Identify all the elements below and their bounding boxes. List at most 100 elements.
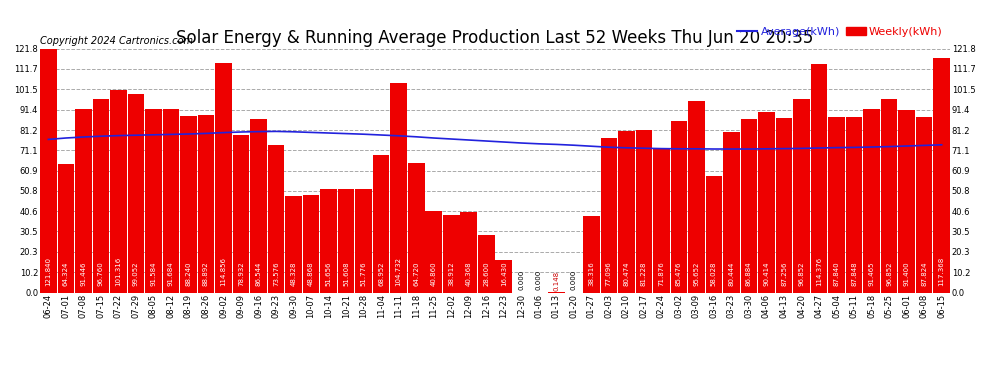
Bar — [829, 117, 844, 292]
Bar — [75, 110, 92, 292]
Text: 28.600: 28.600 — [483, 262, 489, 286]
Bar — [93, 99, 109, 292]
Bar — [706, 176, 723, 292]
Text: 73.576: 73.576 — [273, 262, 279, 286]
Bar — [285, 196, 302, 292]
Bar — [146, 109, 161, 292]
Bar — [390, 83, 407, 292]
Text: 86.884: 86.884 — [746, 262, 752, 286]
Text: 77.096: 77.096 — [606, 262, 612, 286]
Text: 40.368: 40.368 — [465, 262, 471, 286]
Bar — [460, 212, 477, 292]
Bar — [636, 130, 652, 292]
Text: 0.000: 0.000 — [519, 270, 525, 291]
Text: 91.584: 91.584 — [150, 262, 156, 286]
Text: 0.148: 0.148 — [553, 271, 559, 291]
Text: 81.228: 81.228 — [641, 262, 646, 286]
Bar — [303, 195, 320, 292]
Title: Solar Energy & Running Average Production Last 52 Weeks Thu Jun 20 20:35: Solar Energy & Running Average Productio… — [176, 29, 814, 47]
Bar — [426, 211, 442, 292]
Bar — [180, 116, 197, 292]
Text: 0.000: 0.000 — [571, 270, 577, 291]
Text: 96.852: 96.852 — [799, 262, 805, 286]
Bar — [443, 214, 459, 292]
Bar — [408, 163, 425, 292]
Bar — [57, 164, 74, 292]
Bar — [898, 110, 915, 292]
Text: 0.000: 0.000 — [536, 270, 542, 291]
Text: 71.876: 71.876 — [658, 262, 664, 286]
Text: 68.952: 68.952 — [378, 262, 384, 286]
Text: 104.732: 104.732 — [396, 258, 402, 286]
Bar — [215, 63, 232, 292]
Text: 64.720: 64.720 — [413, 262, 419, 286]
Text: 101.316: 101.316 — [116, 257, 122, 286]
Bar — [233, 135, 249, 292]
Bar — [162, 109, 179, 292]
Text: 51.776: 51.776 — [360, 262, 366, 286]
Bar — [688, 101, 705, 292]
Bar — [321, 189, 337, 292]
Bar — [601, 138, 617, 292]
Bar — [776, 118, 792, 292]
Bar — [811, 64, 828, 292]
Text: 117.368: 117.368 — [939, 257, 944, 286]
Text: 95.652: 95.652 — [693, 262, 699, 286]
Text: 78.932: 78.932 — [238, 262, 244, 286]
Bar — [267, 145, 284, 292]
Bar — [355, 189, 372, 292]
Text: 80.444: 80.444 — [729, 262, 735, 286]
Text: 40.860: 40.860 — [431, 262, 437, 286]
Text: 48.328: 48.328 — [291, 262, 297, 286]
Text: 86.544: 86.544 — [255, 262, 261, 286]
Text: 96.760: 96.760 — [98, 262, 104, 286]
Bar — [793, 99, 810, 292]
Bar — [40, 49, 56, 292]
Text: 91.465: 91.465 — [868, 262, 874, 286]
Bar — [916, 117, 933, 292]
Text: 16.430: 16.430 — [501, 262, 507, 286]
Bar — [373, 154, 389, 292]
Text: 51.608: 51.608 — [344, 262, 349, 286]
Bar — [741, 118, 757, 292]
Text: 96.852: 96.852 — [886, 262, 892, 286]
Bar — [583, 216, 600, 292]
Bar — [845, 117, 862, 292]
Bar — [338, 189, 354, 292]
Bar — [723, 132, 740, 292]
Text: 90.414: 90.414 — [763, 262, 769, 286]
Text: 87.256: 87.256 — [781, 262, 787, 286]
Bar — [478, 235, 495, 292]
Bar — [670, 122, 687, 292]
Bar — [881, 99, 897, 292]
Bar — [110, 90, 127, 292]
Bar — [198, 115, 214, 292]
Legend: Average(kWh), Weekly(kWh): Average(kWh), Weekly(kWh) — [735, 25, 944, 39]
Bar — [653, 148, 669, 292]
Text: 87.848: 87.848 — [851, 262, 857, 286]
Text: 87.824: 87.824 — [921, 262, 927, 286]
Bar — [495, 260, 512, 292]
Text: 38.316: 38.316 — [588, 262, 594, 286]
Bar — [618, 132, 635, 292]
Text: 38.912: 38.912 — [448, 262, 454, 286]
Text: 121.840: 121.840 — [46, 258, 51, 286]
Text: 58.028: 58.028 — [711, 262, 717, 286]
Text: 99.052: 99.052 — [133, 262, 139, 286]
Bar — [863, 110, 880, 292]
Text: 114.856: 114.856 — [221, 258, 227, 286]
Text: 48.868: 48.868 — [308, 262, 314, 286]
Text: 91.684: 91.684 — [168, 262, 174, 286]
Text: 91.446: 91.446 — [80, 262, 86, 286]
Text: 87.840: 87.840 — [834, 262, 840, 286]
Text: 91.400: 91.400 — [904, 262, 910, 286]
Text: 80.474: 80.474 — [624, 262, 630, 286]
Bar — [128, 94, 145, 292]
Text: 88.240: 88.240 — [185, 262, 191, 286]
Text: 64.324: 64.324 — [63, 262, 69, 286]
Text: Copyright 2024 Cartronics.com: Copyright 2024 Cartronics.com — [40, 36, 193, 46]
Text: 114.376: 114.376 — [816, 257, 822, 286]
Bar — [758, 111, 775, 292]
Bar — [934, 58, 950, 292]
Text: 85.476: 85.476 — [676, 262, 682, 286]
